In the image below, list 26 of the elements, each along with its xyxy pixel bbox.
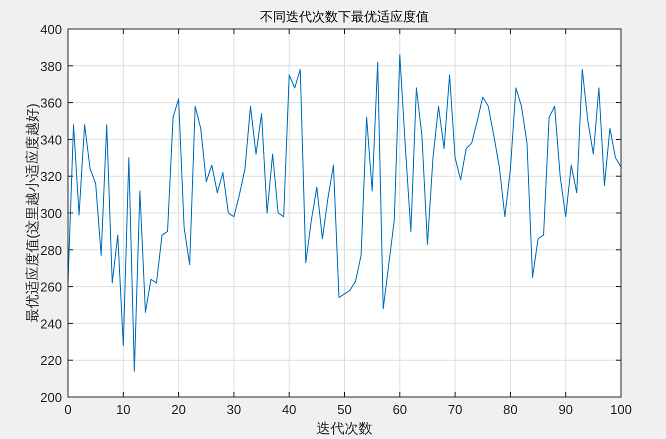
x-tick-label: 100	[610, 402, 632, 417]
y-tick-label: 300	[40, 206, 62, 221]
y-tick-label: 220	[40, 353, 62, 368]
y-tick-label: 200	[40, 390, 62, 405]
y-tick-label: 240	[40, 316, 62, 332]
x-axis-title: 迭代次数	[316, 420, 372, 436]
y-tick-label: 400	[40, 22, 62, 37]
y-tick-label: 320	[40, 169, 62, 184]
y-tick-label: 340	[40, 132, 62, 148]
x-tick-label: 90	[558, 402, 573, 417]
x-tick-label: 80	[503, 402, 518, 417]
x-tick-label: 60	[392, 402, 408, 417]
y-tick-label: 260	[40, 280, 62, 295]
line-series	[68, 54, 622, 372]
y-tick-label: 280	[40, 242, 62, 258]
x-tick-label: 20	[171, 402, 186, 417]
x-tick-label: 30	[226, 402, 242, 417]
x-tick-label: 40	[282, 402, 296, 417]
x-tick-label: 0	[64, 402, 72, 417]
y-tick-label: 380	[40, 58, 62, 74]
x-tick-label: 70	[448, 402, 462, 417]
chart-title: 不同迭代次数下最优适应度值	[260, 9, 429, 24]
x-tick-label: 10	[116, 402, 131, 417]
y-axis-title: 最优适应度值(这里越小适应度越好)	[24, 103, 40, 323]
y-tick-label: 360	[40, 96, 62, 111]
x-tick-label: 50	[337, 402, 352, 417]
